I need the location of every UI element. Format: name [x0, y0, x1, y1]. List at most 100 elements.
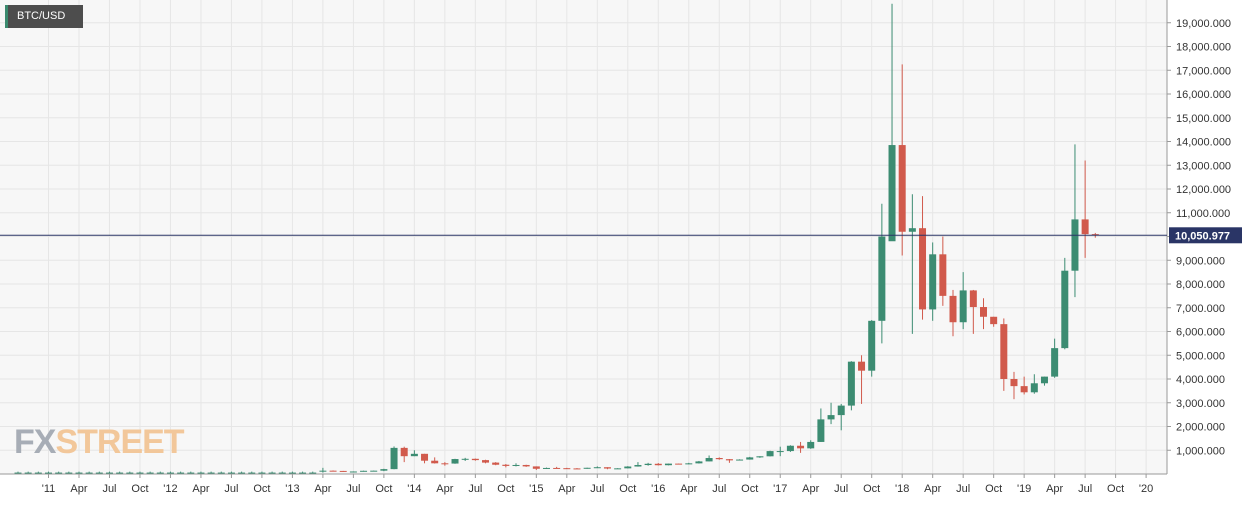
- candle-2013-09: [370, 470, 378, 472]
- candle-2015-08: [603, 467, 611, 470]
- x-tick-label: '15: [529, 483, 543, 495]
- candle-2013-02: [299, 471, 307, 474]
- candle-body: [126, 472, 134, 474]
- candle-body: [807, 441, 815, 449]
- candle-body: [929, 254, 937, 310]
- candle-2015-09: [614, 468, 622, 470]
- candle-body: [827, 415, 835, 420]
- y-tick-label: 14,000.000: [1176, 137, 1231, 149]
- candle-2017-09: [858, 355, 866, 404]
- candle-2011-05: [85, 471, 93, 474]
- candle-2015-02: [542, 467, 550, 470]
- candle-body: [878, 236, 886, 321]
- x-tick-label: '11: [42, 483, 56, 495]
- candle-2016-07: [715, 457, 723, 460]
- x-tick-label: Apr: [436, 483, 453, 495]
- candle-2017-11: [878, 203, 886, 344]
- candle-body: [166, 472, 174, 474]
- candle-2014-06: [461, 457, 469, 461]
- candle-2014-05: [451, 458, 459, 464]
- candle-2013-01: [288, 471, 296, 474]
- y-tick-label: 16,000.000: [1176, 89, 1231, 101]
- candle-2017-01: [776, 446, 784, 457]
- candle-body: [217, 472, 225, 474]
- x-tick-label: Jul: [956, 483, 970, 495]
- candle-2011-08: [116, 471, 124, 474]
- candle-2015-04: [563, 467, 571, 470]
- candle-body: [959, 290, 967, 323]
- candle-body: [410, 453, 418, 457]
- candle-body: [502, 464, 510, 466]
- candle-2018-06: [949, 289, 957, 337]
- candle-body: [1010, 379, 1018, 387]
- x-tick-label: Apr: [1046, 483, 1063, 495]
- candle-body: [583, 467, 591, 469]
- x-tick-label: '18: [895, 483, 909, 495]
- candle-2014-08: [482, 459, 490, 464]
- x-tick-label: Oct: [863, 483, 880, 495]
- candle-body: [238, 472, 246, 474]
- candle-2018-08: [969, 289, 977, 334]
- x-tick-label: Jul: [224, 483, 238, 495]
- x-tick-label: '17: [773, 483, 787, 495]
- candle-2014-10: [502, 464, 510, 468]
- candle-body: [969, 290, 977, 308]
- candle-body: [451, 459, 459, 464]
- candle-2018-01: [898, 64, 906, 256]
- y-tick-label: 5,000.000: [1176, 350, 1225, 362]
- candle-2014-01: [410, 450, 418, 457]
- x-tick-label: Apr: [558, 483, 575, 495]
- candle-body: [736, 459, 744, 461]
- candle-2012-09: [248, 471, 256, 474]
- x-tick-label: Oct: [1107, 483, 1124, 495]
- x-tick-label: Jul: [346, 483, 360, 495]
- candle-2013-10: [380, 468, 388, 472]
- candle-body: [116, 472, 124, 474]
- candle-2012-11: [268, 471, 276, 474]
- candle-body: [187, 472, 195, 474]
- candle-body: [329, 470, 337, 472]
- candle-2016-05: [695, 460, 703, 464]
- candle-2012-04: [197, 471, 205, 474]
- candle-body: [85, 472, 93, 474]
- x-tick-label: Apr: [192, 483, 209, 495]
- candle-body: [797, 445, 805, 449]
- y-tick-label: 8,000.000: [1176, 279, 1225, 291]
- candle-2016-02: [664, 463, 672, 466]
- candle-body: [34, 472, 42, 474]
- candle-2016-04: [685, 462, 693, 465]
- candle-body: [471, 458, 479, 461]
- candle-body: [177, 472, 185, 474]
- y-tick-label: 11,000.000: [1176, 208, 1230, 220]
- y-tick-label: 13,000.000: [1176, 160, 1231, 172]
- candle-body: [603, 467, 611, 469]
- candle-2010-11: [24, 471, 32, 474]
- y-tick-label: 1,000.000: [1176, 445, 1225, 457]
- candle-2013-08: [360, 470, 368, 472]
- y-tick-label: 9,000.000: [1176, 255, 1225, 267]
- candle-body: [380, 469, 388, 471]
- candle-body: [786, 445, 794, 452]
- candle-2011-01: [45, 471, 52, 474]
- x-tick-label: Oct: [619, 483, 636, 495]
- candle-2014-09: [492, 462, 500, 466]
- candle-body: [624, 466, 632, 469]
- x-tick-label: Jul: [1078, 483, 1092, 495]
- y-tick-label: 12,000.000: [1176, 184, 1231, 196]
- candle-2011-03: [65, 471, 73, 474]
- candle-2018-07: [959, 272, 967, 330]
- candle-2013-05: [329, 470, 337, 472]
- candle-body: [360, 470, 368, 472]
- candle-body: [1071, 219, 1079, 271]
- x-tick-label: Oct: [497, 483, 514, 495]
- candle-body: [299, 472, 307, 474]
- candle-body: [766, 451, 774, 457]
- candle-2012-06: [217, 471, 225, 474]
- candle-body: [675, 463, 683, 465]
- x-tick-label: '14: [407, 483, 421, 495]
- x-tick-label: Oct: [985, 483, 1002, 495]
- candle-2018-02: [908, 194, 916, 334]
- candle-body: [248, 472, 256, 474]
- candle-2015-12: [644, 462, 652, 466]
- x-tick-label: Apr: [70, 483, 87, 495]
